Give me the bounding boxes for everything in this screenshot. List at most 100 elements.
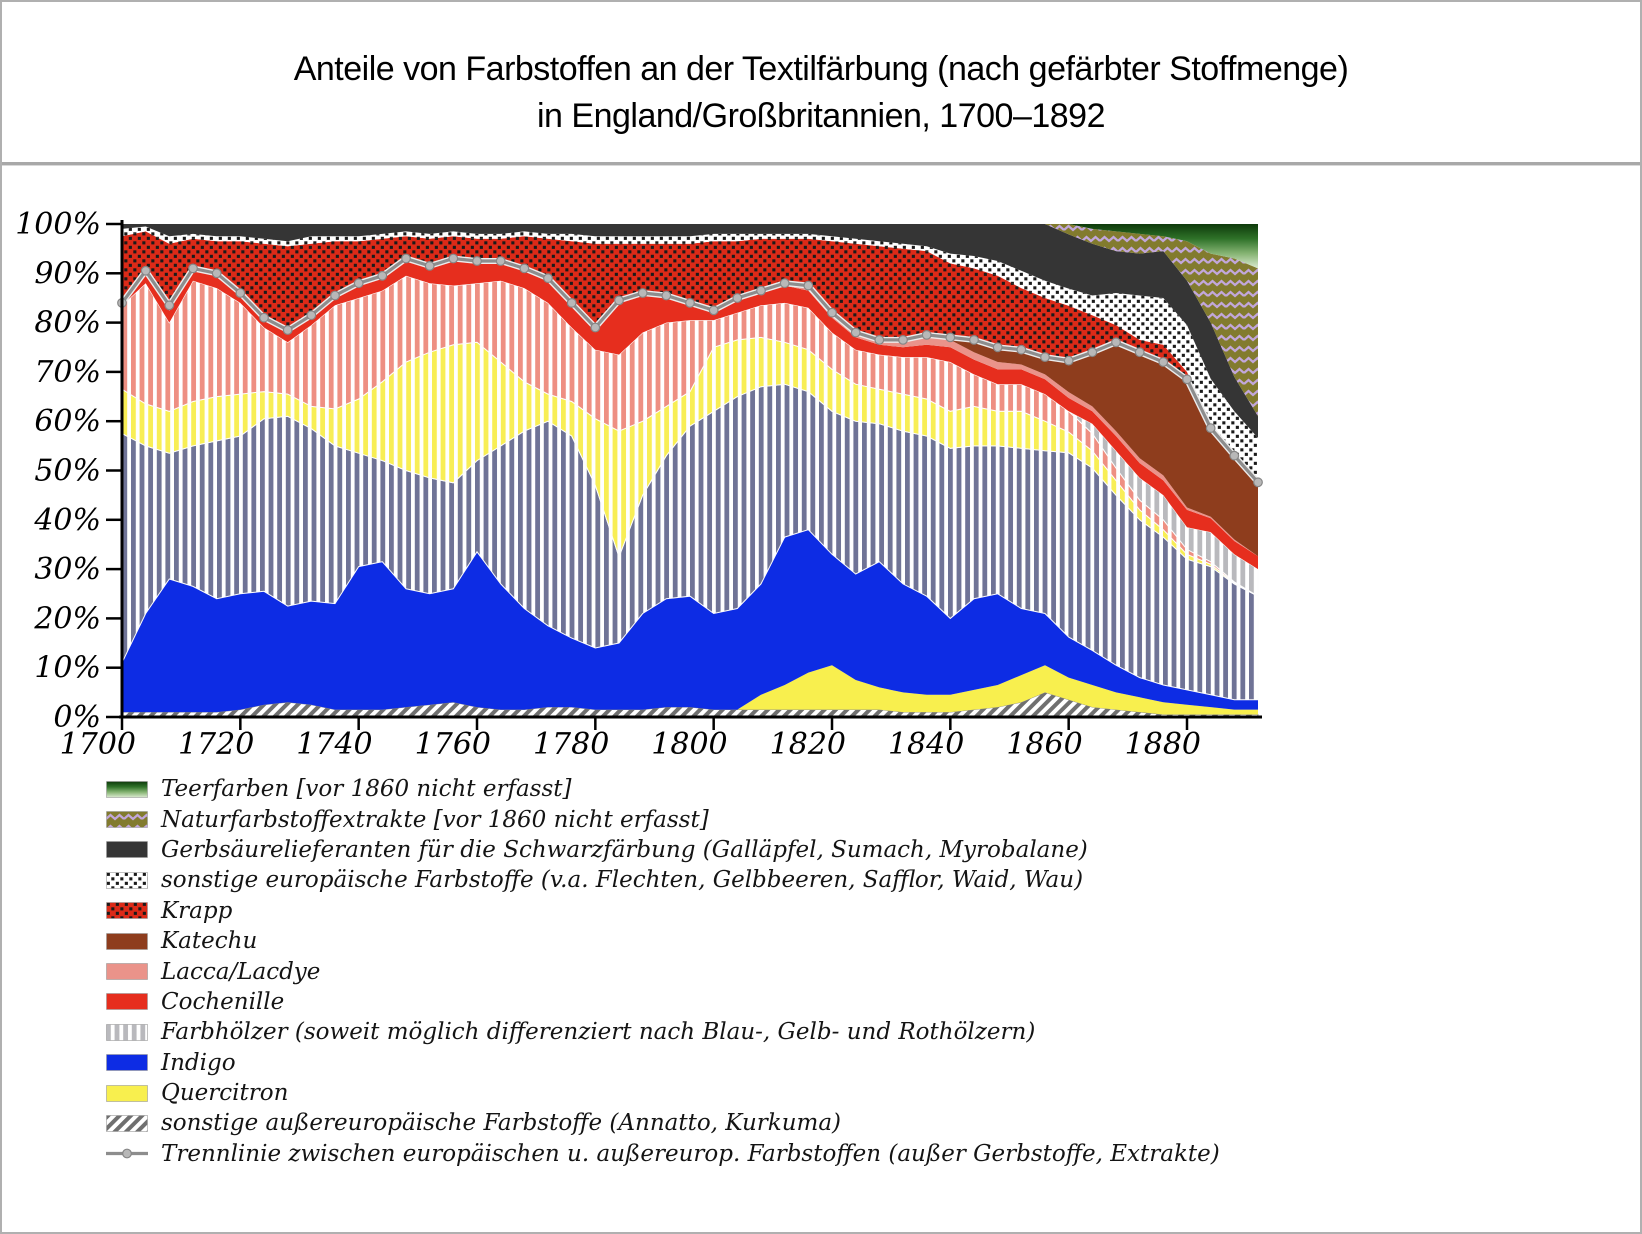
- legend: Teerfarben [vor 1860 nicht erfasst] Natur…: [106, 774, 1220, 1169]
- separator-marker: [424, 261, 435, 271]
- separator-marker: [448, 253, 459, 264]
- legend-swatch-quercitron: [106, 1084, 148, 1102]
- y-tick-label: 20%: [33, 601, 101, 636]
- separator-marker: [708, 305, 719, 316]
- legend-swatch-teerfarben: [106, 780, 148, 798]
- separator-marker: [898, 335, 908, 345]
- legend-swatch-gerbsaeure: [106, 841, 148, 859]
- legend-swatch-farbhoelzer_grau: [106, 1024, 148, 1041]
- separator-marker: [590, 322, 601, 333]
- separator-marker: [1253, 477, 1263, 488]
- series-area-teerfarben: [122, 224, 1258, 269]
- separator-marker: [377, 270, 388, 281]
- x-tick-label: 1820: [770, 727, 846, 762]
- separator-marker: [306, 310, 317, 321]
- separator-marker: [211, 268, 222, 279]
- page-title-line2: in England/Großbritannien, 1700–1892: [537, 97, 1106, 135]
- separator-marker: [543, 273, 553, 284]
- y-tick-label: 0%: [53, 700, 101, 735]
- separator-marker: [637, 288, 648, 298]
- legend-swatch-indigo: [106, 1054, 148, 1072]
- separator-marker: [756, 285, 766, 296]
- legend-item: Krapp: [106, 896, 1220, 926]
- separator-marker: [779, 278, 790, 289]
- stacked-area-chart: 0% 10% 20% 30% 40% 50% 60% 70% 80% 90% 100% 1700 172…: [15, 207, 1263, 762]
- separator-marker: [1040, 352, 1050, 363]
- legend-swatch-sonstige_aussereuropaeische: [106, 1115, 148, 1132]
- separator-marker: [140, 265, 151, 276]
- separator-marker: [353, 278, 364, 289]
- y-tick-label: 90%: [34, 256, 101, 291]
- legend-item: Quercitron: [106, 1078, 1220, 1108]
- legend-item: sonstige europäische Farbstoffe (v.a. Fl…: [106, 865, 1220, 895]
- legend-item: Naturfarbstoffextrakte [vor 1860 nicht e…: [106, 804, 1220, 834]
- legend-swatch-lacca: [106, 963, 148, 980]
- legend-item: Gerbsäurelieferanten für die Schwarzfärb…: [106, 835, 1220, 865]
- separator-marker: [1134, 347, 1145, 358]
- legend-swatch-extrakte: [106, 811, 148, 828]
- x-tick-label: 1880: [1125, 727, 1201, 762]
- separator-marker: [330, 290, 340, 301]
- separator-marker: [1158, 357, 1169, 367]
- separator-marker: [661, 290, 672, 301]
- separator-marker: [566, 298, 577, 308]
- y-tick-label: 60%: [34, 404, 101, 439]
- legend-item: Trennlinie zwischen europäischen u. auße…: [106, 1139, 1220, 1169]
- legend-label: Gerbsäurelieferanten für die Schwarzfärb…: [161, 836, 1088, 863]
- separator-marker: [992, 342, 1003, 353]
- y-tick-label: 80%: [34, 306, 101, 341]
- y-tick-label: 50%: [34, 454, 101, 489]
- series-area-krapp: [122, 231, 1258, 483]
- legend-swatch-krapp: [106, 902, 148, 920]
- legend-item: Katechu: [106, 926, 1220, 956]
- legend-swatch-katechu: [106, 932, 148, 950]
- page-title: Anteile von Farbstoffen an der Textilfär…: [2, 46, 1640, 140]
- series-area-extrakte: [122, 224, 1258, 417]
- x-tick-label: 1800: [651, 727, 727, 762]
- separator-marker: [969, 335, 979, 345]
- separator-marker: [685, 298, 695, 308]
- series-area-indigo: [122, 529, 1258, 713]
- separator-marker: [282, 325, 293, 335]
- separator-marker: [803, 280, 814, 291]
- legend-label: Naturfarbstoffextrakte [vor 1860 nicht e…: [161, 806, 709, 833]
- x-tick-label: 1860: [1006, 727, 1082, 762]
- separator-marker: [1182, 374, 1192, 385]
- x-tick-label: 1740: [296, 727, 372, 762]
- separator-marker: [1063, 355, 1074, 366]
- separator-marker: [259, 312, 269, 323]
- separator-marker: [1087, 347, 1098, 358]
- legend-item: sonstige außereuropäische Farbstoffe (An…: [106, 1108, 1220, 1138]
- separator-marker: [850, 327, 861, 338]
- legend-swatch-trennlinie: [106, 1148, 148, 1159]
- legend-swatch-sonstige_europaeische: [106, 872, 148, 889]
- separator-marker: [1111, 337, 1121, 348]
- legend-label: Trennlinie zwischen europäischen u. auße…: [161, 1140, 1220, 1167]
- separator-marker: [614, 295, 624, 306]
- legend-item: Indigo: [106, 1048, 1220, 1078]
- legend-label: Katechu: [161, 928, 258, 955]
- y-tick-label: 100%: [15, 207, 101, 242]
- separator-marker: [235, 288, 246, 298]
- separator-marker: [188, 263, 198, 274]
- separator-marker: [472, 256, 482, 266]
- page-title-line1: Anteile von Farbstoffen an der Textilfär…: [293, 50, 1349, 88]
- x-tick-label: 1760: [415, 727, 491, 762]
- legend-item: Farbhölzer (soweit möglich differenziert…: [106, 1017, 1220, 1047]
- separator-marker: [732, 293, 743, 303]
- legend-item: Cochenille: [106, 987, 1220, 1017]
- separator-marker: [874, 335, 885, 345]
- separator-marker: [519, 263, 530, 274]
- y-tick-label: 70%: [34, 355, 101, 390]
- legend-label: Teerfarben [vor 1860 nicht erfasst]: [161, 776, 572, 803]
- y-tick-label: 40%: [33, 503, 101, 538]
- x-tick-label: 1700: [60, 727, 136, 762]
- legend-label: Cochenille: [161, 988, 285, 1015]
- axes: 0% 10% 20% 30% 40% 50% 60% 70% 80% 90% 100% 1700 172…: [15, 207, 1262, 762]
- separator-marker: [1229, 450, 1240, 461]
- legend-item: Lacca/Lacdye: [106, 956, 1220, 986]
- separator-marker: [827, 307, 837, 318]
- series-area-farbhoelzer_grau: [121, 275, 1259, 598]
- legend-label: Indigo: [161, 1049, 236, 1076]
